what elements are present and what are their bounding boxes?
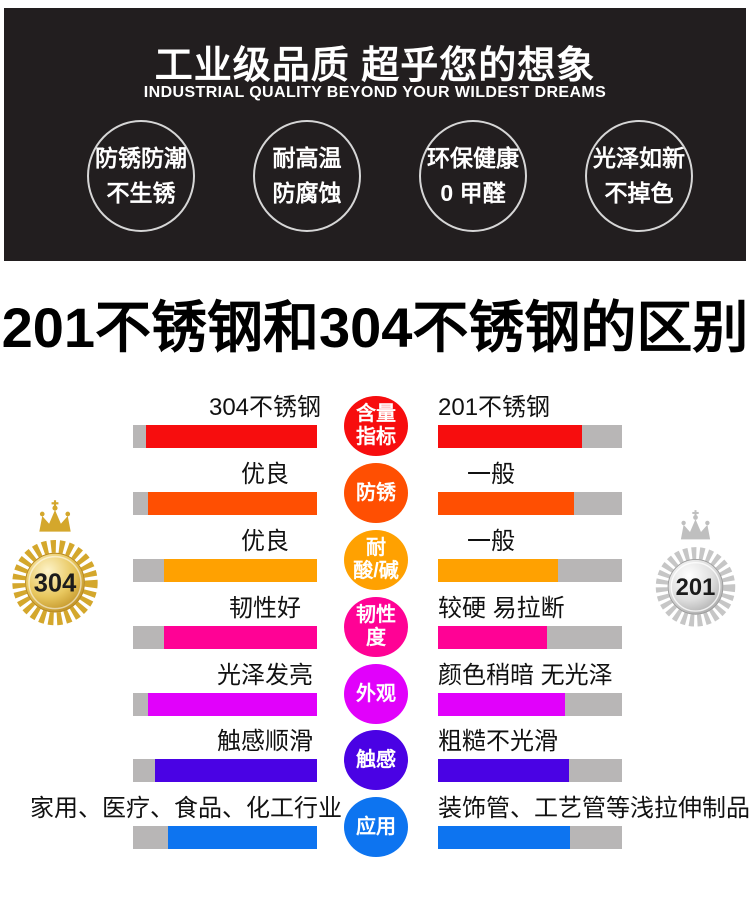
left-rating-fill xyxy=(164,626,317,649)
feature-line: 0 甲醛 xyxy=(440,180,506,206)
category-line: 韧性 xyxy=(356,604,396,626)
hero-subtitle: INDUSTRIAL QUALITY BEYOND YOUR WILDEST D… xyxy=(143,84,607,101)
silver-medal-201-icon: 201 xyxy=(648,510,743,629)
section-title: 201不锈钢和304不锈钢的区别 xyxy=(1,296,749,359)
right-rating-fill xyxy=(438,559,558,582)
left-rating-fill xyxy=(155,759,317,782)
left-rating-bar xyxy=(133,425,317,448)
right-rating-bar xyxy=(438,559,622,582)
left-value-label: 优良 xyxy=(241,461,289,488)
comparison-row-rust: 优良 一般 防锈 xyxy=(0,459,750,526)
left-rating-bar xyxy=(133,559,317,582)
comparison-row-content: 304不锈钢 201不锈钢 含量 指标 xyxy=(0,392,750,459)
left-rating-fill xyxy=(147,693,317,716)
gold-medal-304-icon: 304 xyxy=(4,500,106,628)
feature-circle-eco: 环保健康 0 甲醛 xyxy=(419,120,527,232)
right-value-label: 装饰管、工艺管等浅拉伸制品 xyxy=(438,795,750,822)
left-value-label: 优良 xyxy=(241,528,289,555)
feature-line: 不掉色 xyxy=(604,180,674,206)
right-rating-bar xyxy=(438,826,622,849)
category-line: 耐 xyxy=(366,537,386,559)
right-rating-bar xyxy=(438,759,622,782)
right-rating-bar xyxy=(438,626,622,649)
right-value-label: 201不锈钢 xyxy=(438,394,551,421)
feature-circles: 防锈防潮 不生锈 耐高温 防腐蚀 环保健康 0 甲醛 光泽如新 不掉色 xyxy=(4,120,746,232)
category-badge: 含量 指标 xyxy=(344,396,408,456)
comparison-row-appearance: 光泽发亮 颜色稍暗 无光泽 外观 xyxy=(0,660,750,727)
right-rating-fill xyxy=(438,626,547,649)
category-line: 防锈 xyxy=(356,481,396,504)
category-badge: 应用 xyxy=(344,797,408,857)
feature-circle-heatproof: 耐高温 防腐蚀 xyxy=(253,120,361,232)
right-rating-fill xyxy=(438,759,569,782)
left-value-label: 触感顺滑 xyxy=(217,728,313,755)
left-rating-bar xyxy=(133,626,317,649)
left-rating-fill xyxy=(167,826,317,849)
right-value-label: 一般 xyxy=(467,461,515,488)
left-value-label: 家用、医疗、食品、化工行业 xyxy=(30,795,342,822)
left-rating-bar xyxy=(133,492,317,515)
category-badge: 防锈 xyxy=(344,463,408,523)
left-value-label: 304不锈钢 xyxy=(208,394,322,421)
hero-title: 工业级品质 超乎您的想象 xyxy=(154,45,596,87)
category-line: 指标 xyxy=(356,426,396,448)
category-line: 含量 xyxy=(356,403,396,425)
feature-line: 光泽如新 xyxy=(593,145,685,171)
feature-line: 防锈防潮 xyxy=(95,145,187,171)
left-rating-bar xyxy=(133,693,317,716)
gold-medal-value: 304 xyxy=(34,569,77,597)
left-value-label: 韧性好 xyxy=(229,595,301,622)
right-rating-bar xyxy=(438,425,622,448)
left-rating-fill xyxy=(145,425,317,448)
hero-banner: 工业级品质 超乎您的想象 INDUSTRIAL QUALITY BEYOND Y… xyxy=(4,8,746,261)
left-rating-bar xyxy=(133,826,317,849)
comparison-row-touch: 触感顺滑 粗糙不光滑 触感 xyxy=(0,726,750,793)
category-line: 酸/碱 xyxy=(353,560,399,582)
category-badge: 触感 xyxy=(344,730,408,790)
comparison-row-application: 家用、医疗、食品、化工行业 装饰管、工艺管等浅拉伸制品 应用 xyxy=(0,793,750,860)
right-rating-fill xyxy=(438,425,582,448)
category-badge: 耐 酸/碱 xyxy=(344,530,408,590)
feature-line: 耐高温 xyxy=(272,145,342,171)
left-rating-fill xyxy=(164,559,317,582)
right-rating-fill xyxy=(438,826,571,849)
category-badge: 韧性 度 xyxy=(344,597,408,657)
right-value-label: 颜色稍暗 无光泽 xyxy=(438,662,613,689)
right-value-label: 粗糙不光滑 xyxy=(438,728,558,755)
comparison-row-acid: 优良 一般 耐 酸/碱 xyxy=(0,526,750,593)
right-rating-bar xyxy=(438,693,622,716)
right-rating-bar xyxy=(438,492,622,515)
left-value-label: 光泽发亮 xyxy=(217,662,313,689)
right-rating-fill xyxy=(438,693,565,716)
feature-circle-gloss: 光泽如新 不掉色 xyxy=(585,120,693,232)
feature-line: 不生锈 xyxy=(106,180,176,206)
category-badge: 外观 xyxy=(344,664,408,724)
right-value-label: 一般 xyxy=(467,528,515,555)
left-rating-bar xyxy=(133,759,317,782)
right-rating-fill xyxy=(438,492,575,515)
category-line: 外观 xyxy=(356,682,396,705)
category-line: 应用 xyxy=(356,815,396,838)
feature-circle-rustproof: 防锈防潮 不生锈 xyxy=(87,120,195,232)
category-line: 触感 xyxy=(356,748,396,771)
silver-medal-value: 201 xyxy=(676,574,716,601)
comparison-row-toughness: 韧性好 较硬 易拉断 韧性 度 xyxy=(0,593,750,660)
feature-line: 环保健康 xyxy=(427,145,519,171)
right-value-label: 较硬 易拉断 xyxy=(438,595,565,622)
feature-line: 防腐蚀 xyxy=(272,180,342,206)
category-line: 度 xyxy=(366,627,386,649)
left-rating-fill xyxy=(147,492,317,515)
